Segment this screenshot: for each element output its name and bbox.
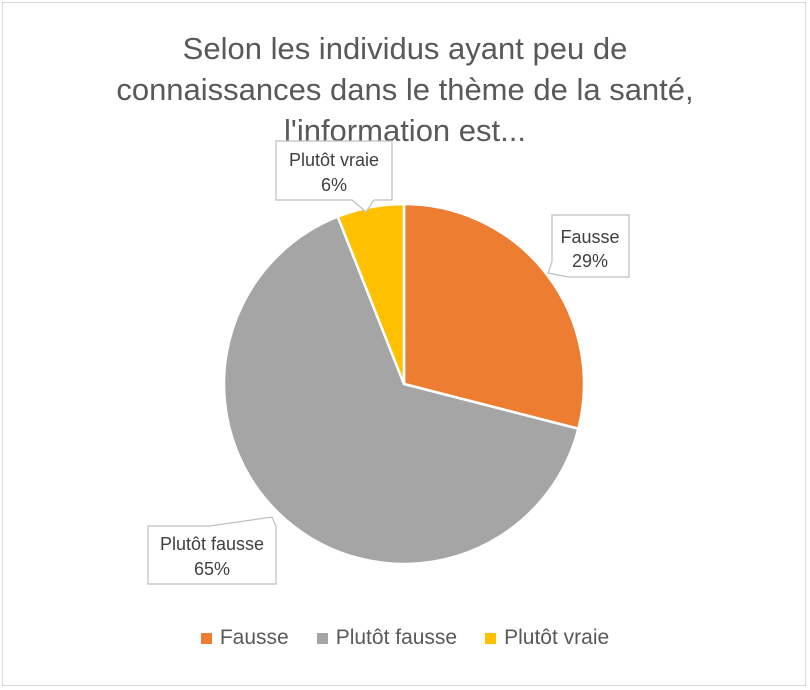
callout-plutot-fausse: Plutôt fausse 65% [147, 516, 277, 585]
chart-title-line-1: Selon les individus ayant peu de [182, 31, 628, 66]
data-label-plutot-vraie-value: 6% [321, 175, 347, 195]
pie-slices [222, 202, 586, 566]
legend-label-plutot-fausse: Plutôt fausse [335, 626, 458, 649]
slice-plutot-fausse [222, 215, 580, 566]
legend-item-fausse: Fausse [200, 626, 289, 650]
legend-item-plutot-fausse: Plutôt fausse [316, 626, 458, 650]
legend-item-plutot-vraie: Plutôt vraie [485, 626, 609, 650]
legend-swatch-plutot-fausse [316, 632, 328, 644]
legend-label-plutot-vraie: Plutôt vraie [504, 626, 610, 649]
callout-plutot-vraie: Plutôt vraie 6% [275, 140, 393, 213]
data-label-plutot-vraie-name: Plutôt vraie [289, 150, 379, 170]
data-label-fausse-name: Fausse [560, 227, 619, 247]
legend-swatch-plutot-vraie [485, 632, 497, 644]
data-label-plutot-fausse-value: 65% [194, 559, 230, 579]
slice-fausse [402, 202, 586, 431]
legend-swatch-fausse [200, 632, 212, 644]
data-label-plutot-fausse-name: Plutôt fausse [160, 534, 264, 554]
chart-title-line-2: connaissances dans le thème de la santé, [116, 72, 694, 107]
legend-label-fausse: Fausse [219, 626, 289, 649]
data-label-fausse-value: 29% [572, 251, 608, 271]
slice-plutot-vraie [336, 202, 406, 386]
callout-fausse: Fausse 29% [547, 214, 630, 278]
chart-legend: Fausse Plutôt fausse Plutôt vraie [0, 626, 810, 650]
